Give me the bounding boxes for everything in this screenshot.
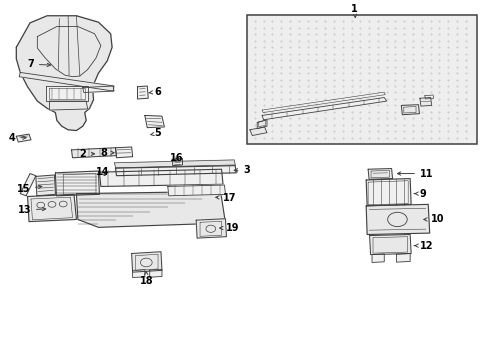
Bar [247,15,477,144]
Text: 9: 9 [415,189,427,199]
Text: 15: 15 [17,184,42,194]
Polygon shape [83,86,114,93]
Polygon shape [72,148,117,158]
Polygon shape [196,219,226,238]
Text: 6: 6 [148,87,161,97]
Text: 3: 3 [234,165,250,175]
Polygon shape [396,253,410,262]
Polygon shape [20,174,36,196]
Text: 17: 17 [216,193,237,203]
Polygon shape [168,185,225,196]
Polygon shape [16,134,31,142]
Polygon shape [172,158,182,166]
Text: 13: 13 [18,205,46,215]
Text: 16: 16 [171,153,184,163]
Text: 1: 1 [351,4,358,18]
Text: 19: 19 [220,223,240,233]
Polygon shape [145,116,164,128]
Polygon shape [133,270,145,278]
Text: 10: 10 [424,215,444,224]
Polygon shape [46,86,88,101]
Polygon shape [368,168,392,179]
Text: 14: 14 [96,167,109,177]
Polygon shape [16,16,112,131]
Polygon shape [150,269,162,277]
Polygon shape [425,95,434,99]
Text: 2: 2 [79,149,95,159]
Polygon shape [116,147,133,158]
Polygon shape [262,98,387,120]
Polygon shape [49,101,88,110]
Polygon shape [132,252,162,272]
Polygon shape [27,194,76,222]
Polygon shape [138,86,148,99]
Polygon shape [55,171,99,196]
Text: 8: 8 [100,148,114,158]
Polygon shape [372,254,384,262]
Polygon shape [257,120,267,129]
Text: 7: 7 [27,59,50,69]
Polygon shape [76,192,225,227]
Text: 4: 4 [9,133,26,143]
Polygon shape [369,234,411,255]
Text: 11: 11 [397,168,434,179]
Polygon shape [99,169,223,186]
Polygon shape [250,127,267,135]
Text: 18: 18 [140,271,153,286]
Polygon shape [366,179,411,206]
Polygon shape [420,98,432,106]
Polygon shape [116,166,236,176]
Text: 12: 12 [415,240,434,251]
Polygon shape [401,105,419,115]
Polygon shape [115,160,235,168]
Polygon shape [36,175,55,196]
Text: 5: 5 [151,129,161,138]
Polygon shape [366,204,430,234]
Polygon shape [19,72,114,91]
